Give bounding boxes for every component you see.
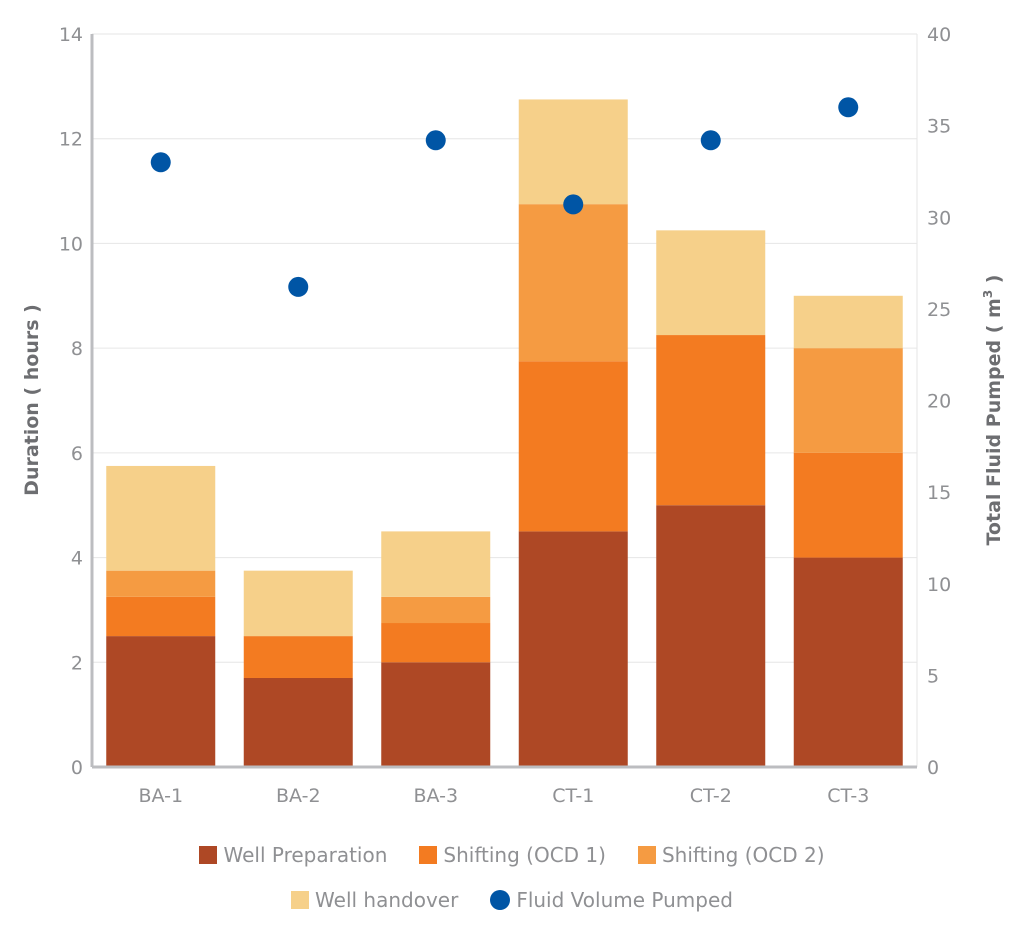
right-axis-ticks: 0 5 10 15 20 25 30 35 40 [927, 24, 951, 779]
legend-item-well-handover[interactable]: Well handover [291, 888, 458, 912]
left-axis-ticks: 0 2 4 6 8 10 12 14 [59, 24, 83, 779]
y2-axis-title-sup: 3 [981, 290, 995, 298]
y2-tick-label: 40 [927, 24, 951, 46]
bar-segment-well-preparation-ct-3 [793, 557, 903, 767]
y-tick-label: 6 [71, 443, 83, 465]
legend-swatch-shifting-ocd1 [419, 846, 438, 864]
legend-swatch-well-handover [291, 891, 310, 909]
legend-item-fluid-volume[interactable]: Fluid Volume Pumped [490, 888, 733, 912]
axes [90, 34, 917, 769]
x-tick-label: BA-3 [413, 785, 458, 807]
bar-segment-well-handover-ba-2 [243, 570, 353, 637]
y-tick-label: 0 [71, 757, 83, 779]
gridlines [92, 33, 918, 767]
bar-segment-well-handover-ct-1 [518, 99, 628, 205]
legend-row-1: Well Preparation Shifting (OCD 1) Shifti… [0, 843, 1024, 867]
y-tick-label: 14 [59, 24, 83, 46]
bar-segment-shifting-ocd-1-ct-1 [518, 361, 628, 532]
y2-axis-title-main: Total Fluid Pumped ( m [983, 298, 1005, 545]
bar-segment-shifting-ocd-2-ct-3 [793, 348, 903, 453]
legend-label: Shifting (OCD 1) [443, 843, 606, 867]
y2-tick-label: 35 [927, 116, 951, 138]
y2-axis-title: Total Fluid Pumped ( m3 ) [981, 275, 1005, 546]
bar-segment-shifting-ocd-2-ct-1 [518, 204, 628, 362]
bars [106, 99, 903, 767]
bar-segment-well-handover-ct-3 [793, 295, 903, 349]
x-tick-label: CT-3 [827, 785, 869, 807]
y-tick-label: 4 [71, 548, 83, 570]
y2-tick-label: 10 [927, 574, 951, 596]
y2-tick-label: 5 [927, 665, 939, 687]
legend-item-well-preparation[interactable]: Well Preparation [199, 843, 387, 867]
bar-segment-well-handover-ct-2 [656, 230, 766, 336]
bar-segment-shifting-ocd-1-ba-3 [381, 623, 491, 663]
x-tick-label: CT-2 [690, 785, 732, 807]
fluid-volume-points [150, 97, 859, 297]
fluid-volume-point-ba-2 [288, 276, 309, 297]
y2-tick-label: 30 [927, 207, 951, 229]
bar-segment-shifting-ocd-1-ba-2 [243, 636, 353, 678]
fluid-volume-point-ba-3 [425, 130, 446, 151]
bar-segment-well-preparation-ct-2 [656, 505, 766, 767]
bar-segment-shifting-ocd-1-ct-2 [656, 335, 766, 506]
y-tick-label: 2 [71, 652, 83, 674]
bar-segment-shifting-ocd-1-ba-1 [106, 596, 216, 637]
legend-label: Fluid Volume Pumped [516, 888, 733, 912]
bar-segment-well-handover-ba-1 [106, 465, 216, 571]
legend-item-shifting-ocd2[interactable]: Shifting (OCD 2) [637, 843, 825, 867]
y2-tick-label: 25 [927, 299, 951, 321]
legend-item-shifting-ocd1[interactable]: Shifting (OCD 1) [419, 843, 606, 867]
y2-tick-label: 15 [927, 482, 951, 504]
fluid-volume-point-ct-3 [838, 97, 859, 118]
y-tick-label: 10 [59, 233, 83, 255]
bar-segment-well-preparation-ct-1 [518, 531, 628, 767]
x-axis-labels: BA-1 BA-2 BA-3 CT-1 CT-2 CT-3 [138, 785, 869, 807]
fluid-volume-point-ct-1 [563, 194, 584, 215]
x-tick-label: CT-1 [552, 785, 594, 807]
legend-label: Well handover [315, 888, 459, 912]
bar-segment-well-preparation-ba-2 [243, 677, 353, 767]
legend-row-2: Well handover Fluid Volume Pumped [0, 888, 1024, 912]
bar-segment-shifting-ocd-2-ba-3 [381, 596, 491, 624]
bar-segment-well-preparation-ba-3 [381, 662, 491, 767]
legend-label: Shifting (OCD 2) [661, 843, 825, 867]
fluid-volume-point-ba-1 [150, 152, 171, 173]
bar-segment-well-preparation-ba-1 [106, 636, 216, 767]
y-tick-label: 12 [59, 129, 83, 151]
bar-segment-shifting-ocd-1-ct-3 [793, 452, 903, 558]
legend-label: Well Preparation [223, 843, 388, 867]
y-axis-title: Duration ( hours ) [21, 304, 43, 496]
bar-segment-shifting-ocd-2-ba-1 [106, 570, 216, 597]
y-tick-label: 8 [71, 338, 83, 360]
bar-segment-well-handover-ba-3 [381, 531, 491, 597]
y2-axis-title-end: ) [983, 275, 1005, 290]
legend-swatch-shifting-ocd2 [637, 846, 656, 864]
x-tick-label: BA-2 [276, 785, 321, 807]
fluid-volume-point-ct-2 [700, 130, 721, 151]
y2-tick-label: 20 [927, 391, 951, 413]
y2-tick-label: 0 [927, 757, 939, 779]
legend-swatch-well-preparation [199, 846, 218, 864]
x-tick-label: BA-1 [138, 785, 183, 807]
legend-dot-icon [490, 890, 511, 910]
